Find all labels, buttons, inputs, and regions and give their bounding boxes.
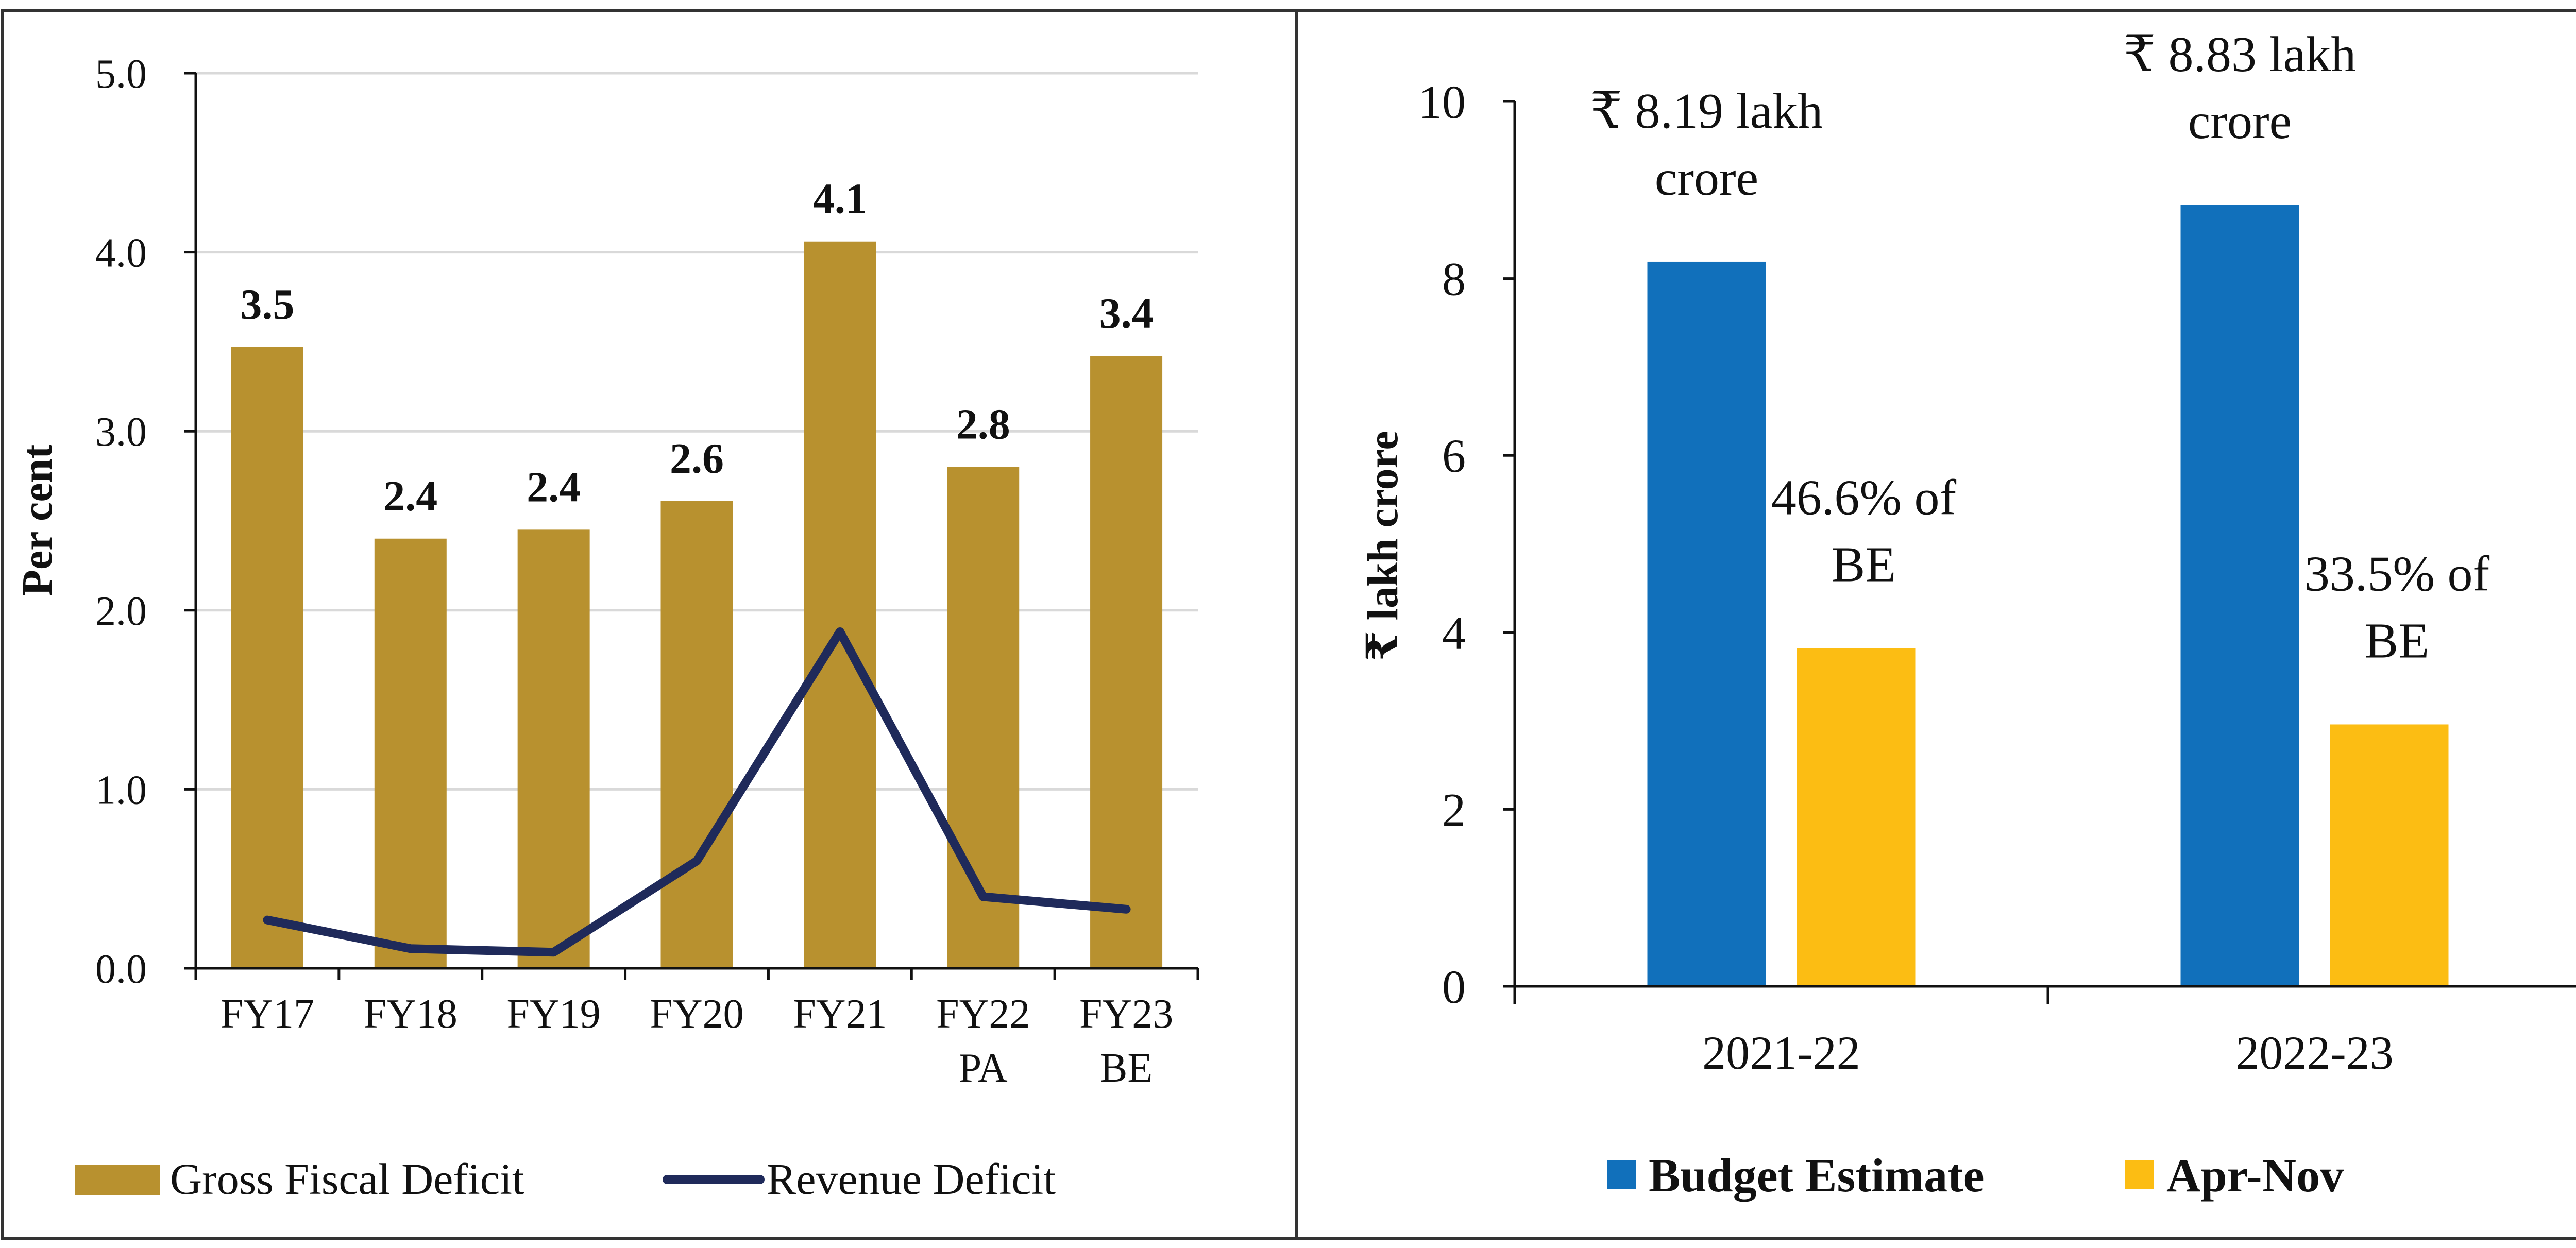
gross-fiscal-deficit-bar xyxy=(947,467,1020,968)
right-y-tick-label: 6 xyxy=(1442,430,1466,482)
gross-fiscal-deficit-bar xyxy=(374,538,447,968)
gross-fiscal-deficit-data-label: 2.4 xyxy=(383,472,437,520)
budget-vs-actual-chart: ₹ 8.19 lakh crore ₹ 8.83 lakh crore 46.6% of… xyxy=(1359,27,2576,1202)
left-x-tick-label: FY20 xyxy=(650,991,743,1037)
apr-nov-bar xyxy=(1797,648,1916,986)
left-data-labels: 3.5 2.4 2.4 2.6 4.1 2.8 3.4 xyxy=(240,175,1153,520)
revenue-deficit-line-group xyxy=(263,627,1131,957)
budget-estimate-bar xyxy=(1647,261,1766,986)
right-legend: Budget Estimate Apr-Nov xyxy=(1607,1149,2344,1202)
right-x-tick-label: 2021-22 xyxy=(1702,1027,1860,1079)
apr-nov-annotation: 33.5% of xyxy=(2304,546,2490,602)
left-y-tick-label: 1.0 xyxy=(95,767,147,813)
apr-nov-bar xyxy=(2330,724,2449,986)
right-y-tick-label: 10 xyxy=(1418,76,1466,128)
left-y-tick-label: 2.0 xyxy=(95,589,147,634)
budget-estimate-annotation: crore xyxy=(1655,150,1758,206)
left-y-tick-label: 4.0 xyxy=(95,231,147,276)
gross-fiscal-deficit-data-label: 2.8 xyxy=(956,401,1010,449)
budget-estimate-annotation: crore xyxy=(2188,94,2292,149)
gross-fiscal-deficit-bar xyxy=(804,241,876,968)
apr-nov-annotation: BE xyxy=(2365,613,2429,669)
legend-label-revenue-deficit: Revenue Deficit xyxy=(767,1154,1056,1204)
left-y-tick-label: 0.0 xyxy=(95,947,147,992)
left-x-tick-label: FY21 xyxy=(793,991,887,1037)
right-y-tick-label: 2 xyxy=(1442,783,1466,836)
legend-swatch-budget-estimate xyxy=(1607,1160,1636,1189)
left-x-tick-label: PA xyxy=(959,1046,1008,1091)
right-y-tick-label: 4 xyxy=(1442,607,1466,659)
right-y-axis-label: ₹ lakh crore xyxy=(1359,431,1407,661)
right-annotations: ₹ 8.19 lakh crore ₹ 8.83 lakh crore 46.6% of… xyxy=(1590,27,2490,669)
right-x-tick-label: 2022-23 xyxy=(2235,1027,2394,1079)
right-y-tick-label: 8 xyxy=(1442,253,1466,305)
revenue-deficit-line xyxy=(263,627,1131,957)
apr-nov-annotation: BE xyxy=(1832,537,1896,593)
left-y-axis-label: Per cent xyxy=(13,445,61,596)
right-axes xyxy=(1513,101,2576,1004)
left-x-tick-label: FY19 xyxy=(507,991,601,1037)
left-x-tick-label: FY17 xyxy=(221,991,314,1037)
gross-fiscal-deficit-bar xyxy=(517,529,590,968)
gross-fiscal-deficit-data-label: 4.1 xyxy=(813,175,867,223)
gross-fiscal-deficit-bar xyxy=(1090,356,1163,968)
left-tick-labels: 0.0 1.0 2.0 3.0 4.0 5.0 FY17 FY18 FY19 FY20 FY21 FY… xyxy=(95,52,1173,1091)
budget-estimate-bar xyxy=(2180,205,2299,987)
gross-fiscal-deficit-data-label: 3.5 xyxy=(240,281,294,329)
left-y-tick-label: 5.0 xyxy=(95,52,147,97)
gross-fiscal-deficit-data-label: 3.4 xyxy=(1099,289,1154,337)
budget-estimate-annotation: ₹ 8.83 lakh xyxy=(2124,27,2357,82)
left-axes xyxy=(194,73,1199,980)
left-x-tick-label: FY23 xyxy=(1079,991,1173,1037)
fiscal-deficit-chart: 3.5 2.4 2.4 2.6 4.1 2.8 3.4 0.0 1.0 2.0 3.0 4.0 5.0… xyxy=(13,52,1199,1204)
gross-fiscal-deficit-data-label: 2.4 xyxy=(527,463,581,511)
apr-nov-annotation: 46.6% of xyxy=(1771,470,1957,526)
left-x-tick-label: FY18 xyxy=(364,991,457,1037)
legend-swatch-apr-nov xyxy=(2125,1160,2154,1189)
right-y-tick-label: 0 xyxy=(1442,961,1466,1013)
gross-fiscal-deficit-bar xyxy=(660,501,733,968)
right-panel-border xyxy=(1295,9,2576,1240)
legend-swatch-gross-fiscal-deficit xyxy=(75,1165,160,1195)
gross-fiscal-deficit-bar xyxy=(231,347,303,968)
left-x-tick-label: BE xyxy=(1100,1046,1153,1091)
legend-label-apr-nov: Apr-Nov xyxy=(2166,1149,2344,1202)
legend-label-budget-estimate: Budget Estimate xyxy=(1649,1149,1985,1202)
legend-label-gross-fiscal-deficit: Gross Fiscal Deficit xyxy=(170,1154,524,1204)
left-y-tick-label: 3.0 xyxy=(95,409,147,455)
left-x-tick-label: FY22 xyxy=(936,991,1030,1037)
budget-estimate-annotation: ₹ 8.19 lakh xyxy=(1590,83,1823,139)
right-tick-labels: 0 2 4 6 8 10 2021-22 2022-23 xyxy=(1418,76,2394,1079)
right-bars xyxy=(1647,205,2449,987)
gross-fiscal-deficit-bars xyxy=(231,241,1163,968)
gross-fiscal-deficit-data-label: 2.6 xyxy=(670,435,724,483)
left-legend: Gross Fiscal Deficit Revenue Deficit xyxy=(75,1154,1056,1204)
